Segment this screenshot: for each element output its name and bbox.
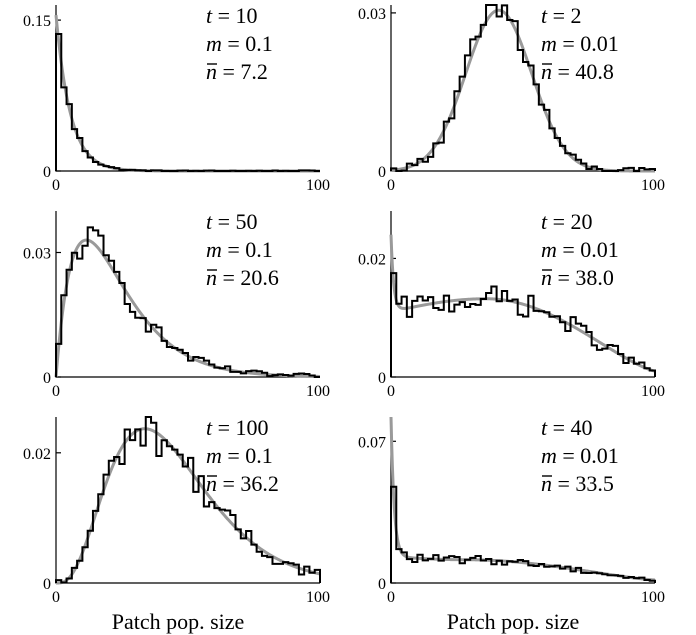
histogram [390, 4, 656, 172]
y-tick-label: 0.15 [23, 13, 51, 30]
x-tick-label: 100 [641, 383, 665, 400]
axes [390, 5, 655, 172]
annotation-nbar: n = 7.2 [206, 59, 268, 84]
y-tick-label: 0.03 [23, 246, 51, 263]
axes [55, 5, 320, 172]
annotation-t: t = 20 [541, 209, 593, 234]
y-tick-label: 0.03 [358, 6, 386, 23]
y-tick-label: 0 [378, 370, 386, 387]
y-tick-label: 0 [378, 164, 386, 181]
x-tick-label: 100 [641, 177, 665, 194]
x-tick-label: 100 [641, 589, 665, 606]
x-tick-label: 0 [387, 589, 395, 606]
y-tick-label: 0 [43, 164, 51, 181]
panel-bottom-right: 0 0.07 0 100 t = 40 m = 0.01 n = 33.5 Patch pop… [358, 415, 665, 634]
panel-bottom-left: 0 0.02 0 100 t = 100 m = 0.1 n = 36.2 Patch pop… [23, 415, 330, 634]
axes [55, 417, 320, 584]
x-tick-label: 0 [52, 383, 60, 400]
x-tick-label: 100 [306, 589, 330, 606]
y-tick-label: 0 [43, 576, 51, 593]
histogram [390, 272, 656, 377]
x-tick-label: 0 [52, 177, 60, 194]
annotation-nbar: n = 33.5 [541, 471, 614, 496]
panel-top-right: 0 0.03 0 100 t = 2 m = 0.01 n = 40.8 [358, 3, 665, 194]
histogram [55, 416, 321, 584]
annotation-t: t = 2 [541, 3, 582, 28]
fit-curve [55, 427, 321, 585]
y-tick-label: 0.07 [358, 434, 386, 451]
x-axis-label: Patch pop. size [112, 609, 245, 634]
panel-middle-right: 0 0.02 0 100 t = 20 m = 0.01 n = 38.0 [358, 209, 665, 400]
annotation-m: m = 0.01 [541, 31, 619, 56]
panel-top-left: 0 0.15 0 100 t = 10 m = 0.1 n = 7.2 [23, 3, 330, 194]
annotation-nbar: n = 20.6 [206, 265, 279, 290]
y-tick-label: 0.02 [358, 251, 386, 268]
y-tick-label: 0 [43, 370, 51, 387]
panel-middle-left: 0 0.03 0 100 t = 50 m = 0.1 n = 20.6 [23, 209, 330, 400]
fit-curve [54, 14, 321, 173]
annotation-nbar: n = 40.8 [541, 59, 614, 84]
histogram [55, 226, 320, 378]
annotation-nbar: n = 36.2 [206, 471, 279, 496]
annotation-t: t = 40 [541, 415, 593, 440]
annotation-m: m = 0.01 [541, 443, 619, 468]
x-tick-label: 0 [387, 383, 395, 400]
y-tick-label: 0 [378, 576, 386, 593]
x-axis-label: Patch pop. size [447, 609, 580, 634]
annotation-nbar: n = 38.0 [541, 265, 614, 290]
fit-curve [389, 234, 656, 373]
annotation-m: m = 0.1 [206, 237, 273, 262]
x-tick-label: 100 [306, 383, 330, 400]
histogram [390, 485, 656, 583]
histogram [55, 33, 320, 172]
x-tick-label: 0 [387, 177, 395, 194]
x-tick-label: 100 [306, 177, 330, 194]
x-tick-label: 0 [52, 589, 60, 606]
fit-curve [389, 416, 656, 582]
annotation-m: m = 0.01 [541, 237, 619, 262]
annotation-t: t = 100 [206, 415, 269, 440]
y-tick-label: 0.02 [23, 446, 51, 463]
annotation-t: t = 10 [206, 3, 258, 28]
annotation-m: m = 0.1 [206, 443, 273, 468]
annotation-m: m = 0.1 [206, 31, 273, 56]
annotation-t: t = 50 [206, 209, 258, 234]
